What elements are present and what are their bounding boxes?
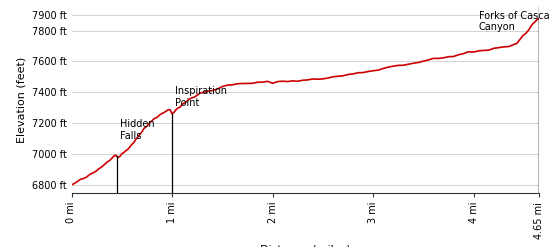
Text: Inspiration
Point: Inspiration Point [175, 86, 227, 108]
Text: Hidden
Falls: Hidden Falls [120, 119, 155, 141]
X-axis label: Distance (miles): Distance (miles) [260, 244, 351, 247]
Y-axis label: Elevation (feet): Elevation (feet) [16, 57, 26, 143]
Text: Forks of Cascade
Canyon: Forks of Cascade Canyon [478, 11, 550, 32]
